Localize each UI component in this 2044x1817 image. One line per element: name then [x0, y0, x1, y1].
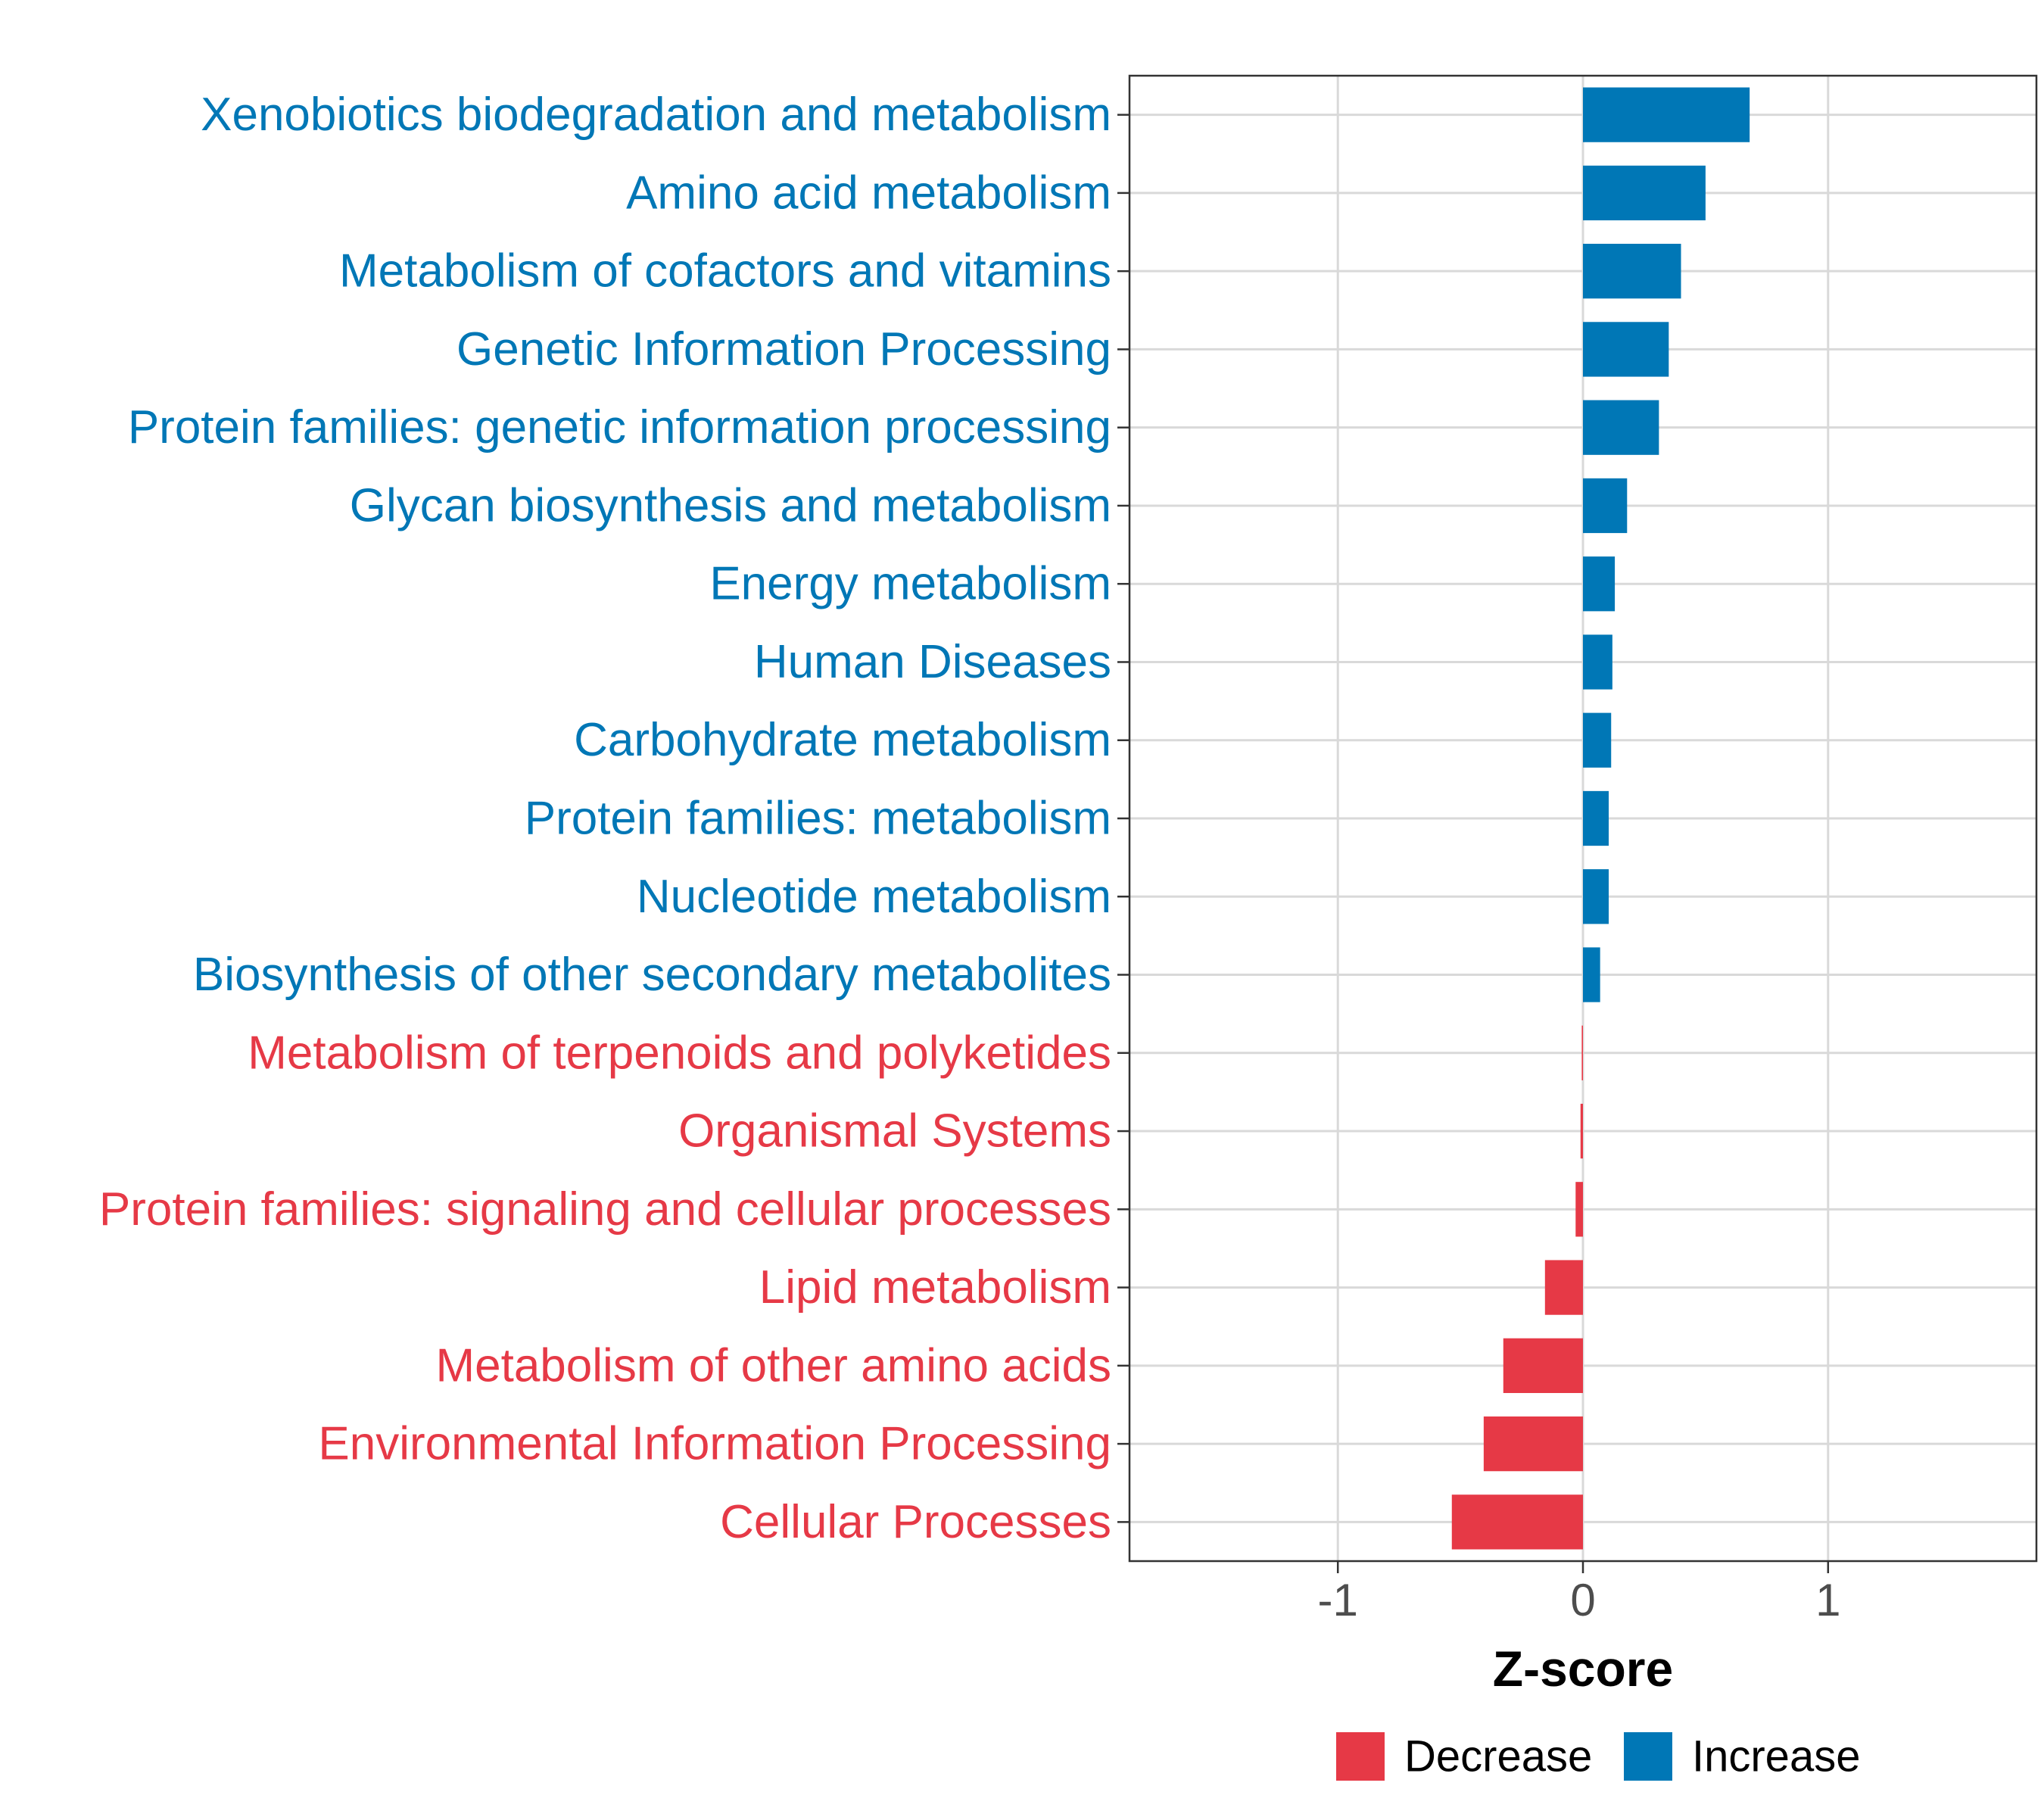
category-label-4: Protein families: genetic information pr… [128, 401, 1111, 453]
category-label-6: Energy metabolism [709, 558, 1111, 610]
bars [1451, 87, 1750, 1550]
legend-label-increase: Increase [1692, 1732, 1860, 1781]
category-label-15: Lipid metabolism [759, 1261, 1111, 1314]
bar-17 [1483, 1416, 1583, 1472]
legend-label-decrease: Decrease [1404, 1732, 1592, 1781]
bar-6 [1583, 556, 1616, 612]
legend: Decrease Increase [1336, 1732, 1860, 1781]
legend-swatch-decrease [1336, 1732, 1385, 1781]
category-label-7: Human Diseases [754, 636, 1111, 688]
category-label-0: Xenobiotics biodegradation and metabolis… [201, 89, 1111, 141]
x-axis-title: Z-score [1493, 1641, 1673, 1697]
bar-7 [1583, 634, 1612, 690]
bar-18 [1451, 1494, 1583, 1550]
bar-5 [1583, 478, 1628, 534]
bar-1 [1583, 165, 1706, 221]
category-label-5: Glycan biosynthesis and metabolism [350, 479, 1111, 531]
bar-14 [1575, 1182, 1583, 1237]
category-label-8: Carbohydrate metabolism [574, 714, 1111, 766]
bar-15 [1544, 1260, 1583, 1315]
bar-11 [1583, 947, 1600, 1002]
bar-8 [1583, 712, 1612, 768]
bar-12 [1581, 1025, 1583, 1080]
bar-13 [1580, 1103, 1583, 1159]
y-axis-ticks [1117, 114, 1129, 1523]
category-label-14: Protein families: signaling and cellular… [99, 1183, 1111, 1236]
bar-9 [1583, 790, 1609, 846]
x-tick-label-1: 0 [1570, 1575, 1595, 1625]
category-label-9: Protein families: metabolism [525, 793, 1111, 845]
category-label-13: Organismal Systems [678, 1105, 1111, 1158]
legend-swatch-increase [1624, 1732, 1672, 1781]
category-label-18: Cellular Processes [720, 1496, 1111, 1548]
bar-10 [1583, 869, 1609, 924]
category-label-2: Metabolism of cofactors and vitamins [339, 245, 1111, 298]
x-axis-ticks: -1 0 1 [1318, 1561, 1840, 1625]
bar-0 [1583, 87, 1750, 142]
category-label-11: Biosynthesis of other secondary metaboli… [193, 949, 1111, 1001]
category-label-1: Amino acid metabolism [626, 167, 1111, 219]
bar-16 [1503, 1338, 1583, 1393]
category-label-10: Nucleotide metabolism [637, 871, 1111, 923]
category-labels: Xenobiotics biodegradation and metabolis… [99, 89, 1111, 1548]
bar-3 [1583, 322, 1669, 377]
category-label-16: Metabolism of other amino acids [435, 1339, 1111, 1392]
bar-2 [1583, 244, 1681, 299]
x-tick-label-2: 1 [1815, 1575, 1840, 1625]
category-label-3: Genetic Information Processing [456, 323, 1111, 376]
bar-4 [1583, 400, 1659, 455]
x-tick-label-0: -1 [1318, 1575, 1358, 1625]
category-label-12: Metabolism of terpenoids and polyketides [248, 1027, 1111, 1079]
category-label-17: Environmental Information Processing [318, 1418, 1111, 1470]
